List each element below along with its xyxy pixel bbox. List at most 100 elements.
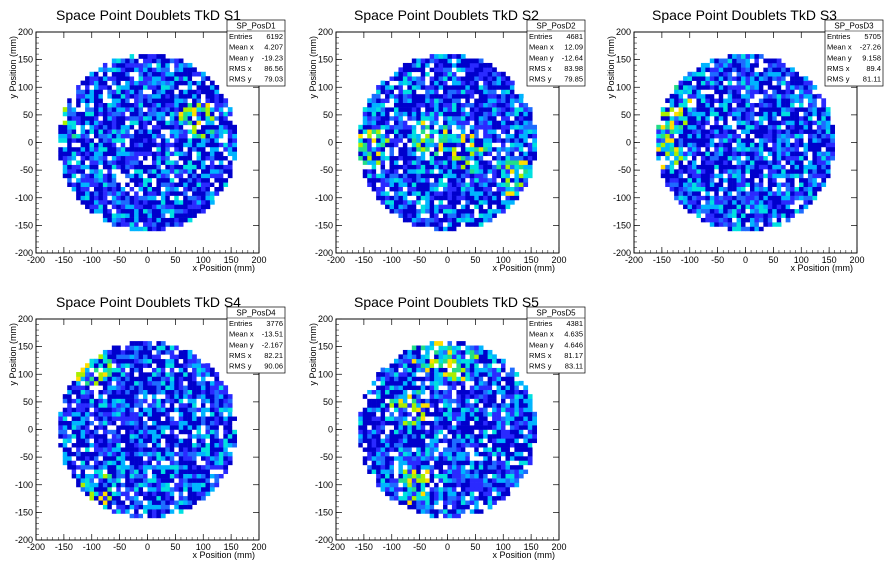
heatmap-cell	[429, 107, 435, 112]
heatmap-cell	[714, 98, 720, 104]
heatmap-cell	[62, 407, 68, 413]
heatmap-cell	[102, 124, 108, 130]
heatmap-cell	[89, 195, 95, 201]
heatmap-cell	[102, 169, 108, 174]
heatmap-cell	[111, 115, 117, 121]
heatmap-cell	[727, 186, 733, 192]
heatmap-cell	[456, 164, 462, 170]
heatmap-cell	[741, 199, 746, 205]
heatmap-cell	[474, 107, 480, 112]
heatmap-cell	[794, 173, 800, 179]
heatmap-cell	[102, 394, 108, 399]
heatmap-cell	[821, 164, 827, 170]
heatmap-cell	[125, 173, 130, 179]
heatmap-cell	[125, 345, 130, 351]
heatmap-cell	[102, 151, 108, 157]
heatmap-cell	[160, 85, 166, 90]
heatmap-cell	[129, 509, 135, 514]
heatmap-cell	[147, 115, 153, 121]
heatmap-cell	[362, 124, 368, 130]
heatmap-cell	[116, 464, 122, 470]
heatmap-cell	[790, 111, 795, 117]
heatmap-cell	[718, 217, 724, 223]
heatmap-cell	[741, 133, 746, 139]
heatmap-cell	[151, 504, 157, 510]
heatmap-cell	[469, 160, 475, 165]
heatmap-cell	[174, 155, 180, 161]
heatmap-cell	[125, 469, 130, 474]
heatmap-cell	[402, 191, 408, 196]
heatmap-cell	[147, 451, 153, 457]
heatmap-cell	[93, 473, 99, 479]
heatmap-cell	[156, 107, 162, 112]
heatmap-cell	[393, 146, 399, 152]
heatmap-cell	[120, 107, 126, 112]
heatmap-cell	[143, 186, 148, 192]
heatmap-cell	[362, 111, 368, 117]
heatmap-cell	[447, 107, 453, 112]
heatmap-cell	[111, 138, 117, 143]
heatmap-cell	[138, 345, 144, 351]
heatmap-cell	[120, 491, 126, 497]
heatmap-cell	[116, 425, 122, 430]
heatmap-cell	[358, 146, 364, 152]
heatmap-cell	[76, 425, 81, 430]
heatmap-cell	[532, 129, 537, 134]
heatmap-cell	[683, 98, 688, 104]
heatmap-cell	[102, 442, 108, 448]
heatmap-cell	[129, 164, 135, 170]
heatmap-cell	[447, 62, 453, 68]
heatmap-cell	[487, 177, 493, 183]
heatmap-cell	[111, 363, 117, 368]
heatmap-cell	[129, 133, 135, 139]
heatmap-cell	[76, 111, 81, 117]
heatmap-cell	[358, 133, 364, 139]
heatmap-cell	[812, 111, 818, 117]
heatmap-cell	[478, 93, 484, 99]
heatmap-cell	[192, 111, 197, 117]
heatmap-cell	[134, 460, 139, 466]
heatmap-cell	[138, 341, 144, 346]
heatmap-cell	[767, 93, 773, 99]
heatmap-cell	[129, 107, 135, 112]
heatmap-cell	[443, 62, 448, 68]
heatmap-cell	[98, 442, 104, 448]
heatmap-cell	[192, 195, 197, 201]
heatmap-cell	[460, 102, 466, 108]
heatmap-cell	[781, 120, 786, 126]
heatmap-cell	[487, 213, 493, 218]
heatmap-cell	[776, 58, 782, 64]
heatmap-cell	[429, 67, 435, 73]
heatmap-cell	[111, 111, 117, 117]
heatmap-cell	[443, 138, 448, 143]
heatmap-cell	[169, 71, 175, 77]
heatmap-cell	[781, 124, 786, 130]
heatmap-cell	[487, 186, 493, 192]
heatmap-cell	[125, 447, 130, 452]
heatmap-cell	[111, 85, 117, 90]
heatmap-cell	[71, 425, 77, 430]
heatmap-cell	[732, 195, 737, 201]
heatmap-cell	[102, 76, 108, 81]
heatmap-cell	[669, 142, 675, 148]
heatmap-cell	[232, 142, 237, 148]
heatmap-cell	[98, 204, 104, 210]
heatmap-cell	[393, 80, 399, 86]
heatmap-cell	[443, 71, 448, 77]
heatmap-cell	[147, 138, 153, 143]
heatmap-cell	[125, 385, 130, 391]
heatmap-cell	[58, 429, 64, 435]
heatmap-cell	[111, 173, 117, 179]
stats-value: 79.85	[564, 75, 583, 84]
heatmap-cell	[156, 54, 162, 59]
heatmap-cells	[58, 54, 237, 232]
heatmap-cell	[129, 354, 135, 360]
heatmap-cell	[465, 151, 471, 157]
heatmap-cell	[425, 129, 430, 134]
heatmap-cell	[125, 133, 130, 139]
heatmap-cell	[741, 67, 746, 73]
heatmap-cell	[465, 111, 471, 117]
heatmap-cell	[772, 146, 778, 152]
heatmap-cell	[89, 164, 95, 170]
heatmap-cell	[80, 460, 86, 466]
